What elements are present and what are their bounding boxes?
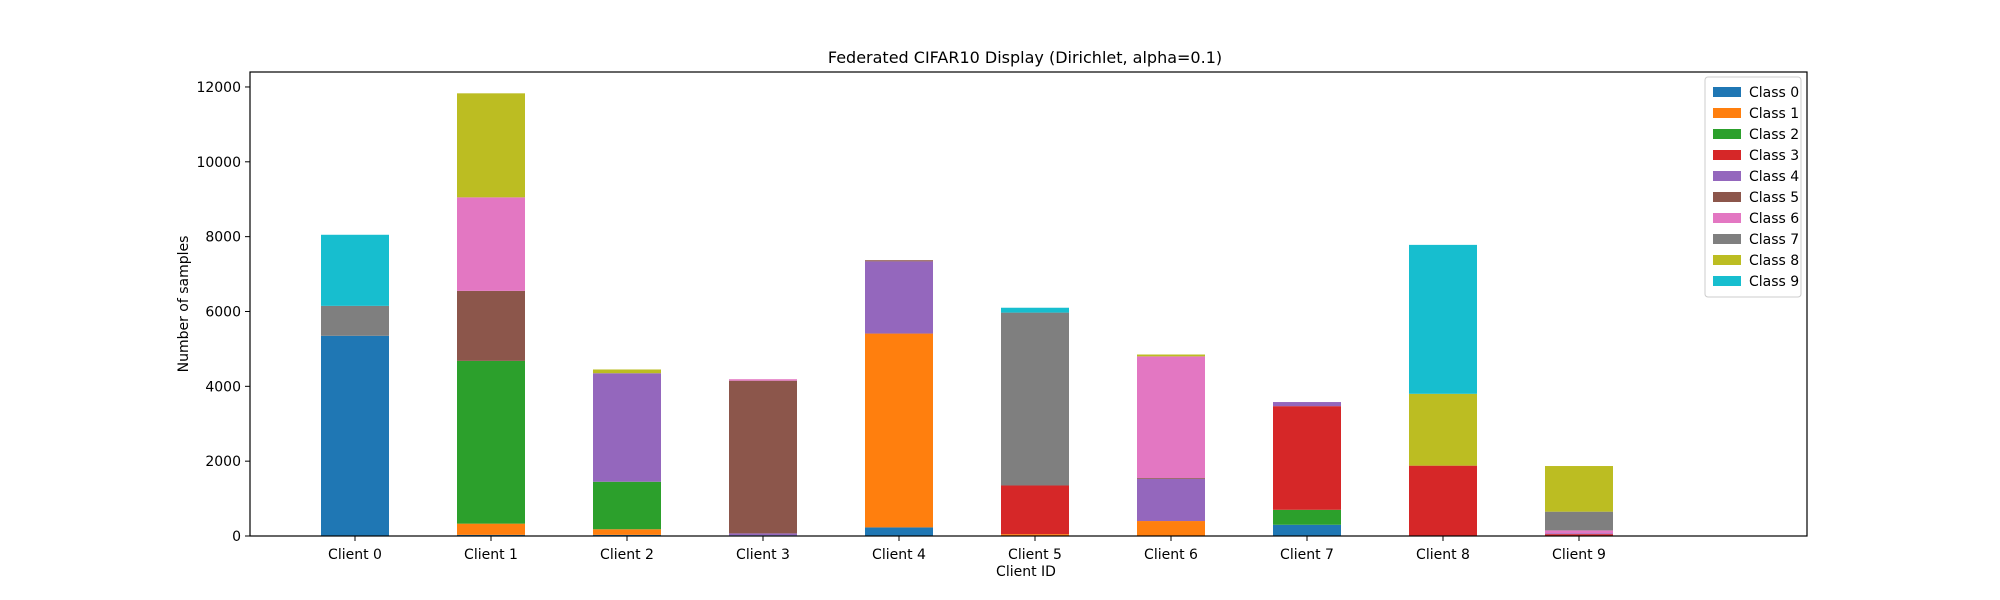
- x-tick-label: Client 8: [1416, 547, 1470, 563]
- y-tick-label: 12000: [196, 80, 241, 96]
- x-tick-label: Client 5: [1008, 547, 1062, 563]
- x-tick-label: Client 2: [600, 547, 654, 563]
- bar-client-1-class-1: [457, 523, 525, 535]
- legend-label: Class 3: [1749, 148, 1799, 164]
- y-tick-label: 8000: [205, 230, 241, 246]
- bar-client-2-class-8: [593, 369, 661, 374]
- x-tick-label: Client 6: [1144, 547, 1198, 563]
- bar-client-5-class-1: [1001, 534, 1069, 536]
- bar-client-4-class-0: [865, 527, 933, 536]
- bar-client-6-class-4: [1137, 478, 1205, 522]
- legend-label: Class 2: [1749, 127, 1799, 143]
- legend-label: Class 4: [1749, 169, 1799, 185]
- x-axis-label: Client ID: [996, 564, 1056, 580]
- x-tick-label: Client 0: [328, 547, 382, 563]
- x-tick-label: Client 7: [1280, 547, 1334, 563]
- bars-group: [321, 93, 1613, 536]
- legend-swatch: [1713, 87, 1741, 97]
- y-tick-label: 2000: [205, 454, 241, 470]
- y-tick-label: 4000: [205, 379, 241, 395]
- x-tick-label: Client 4: [872, 547, 926, 563]
- bar-client-8-class-9: [1409, 244, 1477, 394]
- bar-client-6-class-1: [1137, 521, 1205, 536]
- legend-label: Class 6: [1749, 211, 1799, 227]
- y-axis-label: Number of samples: [176, 236, 192, 373]
- bar-client-6-class-5: [1137, 478, 1205, 479]
- bar-client-9-class-3: [1545, 534, 1613, 536]
- legend-label: Class 0: [1749, 85, 1799, 101]
- bar-client-4-class-1: [865, 333, 933, 528]
- legend-swatch: [1713, 213, 1741, 223]
- legend-label: Class 1: [1749, 106, 1799, 122]
- legend-swatch: [1713, 276, 1741, 286]
- legend-swatch: [1713, 108, 1741, 118]
- legend-swatch: [1713, 171, 1741, 181]
- bar-client-4-class-5: [865, 260, 933, 262]
- bar-client-5-class-3: [1001, 485, 1069, 535]
- bar-client-8-class-8: [1409, 393, 1477, 466]
- legend-label: Class 9: [1749, 274, 1799, 290]
- y-tick-label: 6000: [205, 304, 241, 320]
- y-tick-label: 0: [232, 529, 241, 545]
- bar-client-9-class-6: [1545, 530, 1613, 534]
- legend: Class 0 Class 1 Class 2 Class 3 Class 4 Class…: [1704, 76, 1802, 298]
- x-ticks: Client 0 Client 1 Client 2 Client 3 Client 4…: [328, 536, 1606, 563]
- bar-client-3-class-4: [729, 533, 797, 536]
- bar-client-1-class-6: [457, 197, 525, 291]
- legend-swatch: [1713, 234, 1741, 244]
- y-ticks: 0 2000 4000 6000 8000 10000 12000: [196, 80, 250, 545]
- y-tick-label: 10000: [196, 155, 241, 171]
- legend-swatch: [1713, 255, 1741, 265]
- chart-title: Federated CIFAR10 Display (Dirichlet, al…: [828, 48, 1222, 67]
- bar-client-5-class-9: [1001, 307, 1069, 313]
- legend-swatch: [1713, 150, 1741, 160]
- bar-client-3-class-5: [729, 380, 797, 534]
- bar-client-2-class-2: [593, 481, 661, 530]
- bar-client-0-class-0: [321, 335, 389, 536]
- bar-client-1-class-2: [457, 360, 525, 524]
- bar-client-3-class-6: [729, 379, 797, 381]
- bar-client-7-class-3: [1273, 406, 1341, 510]
- bar-client-1-class-8: [457, 93, 525, 198]
- legend-swatch: [1713, 129, 1741, 139]
- legend-label: Class 8: [1749, 253, 1799, 269]
- bar-client-2-class-1: [593, 529, 661, 535]
- bar-client-6-class-8: [1137, 354, 1205, 357]
- bar-client-0-class-7: [321, 305, 389, 336]
- bar-client-7-class-0: [1273, 524, 1341, 536]
- x-tick-label: Client 3: [736, 547, 790, 563]
- legend-label: Class 7: [1749, 232, 1799, 248]
- x-tick-label: Client 1: [464, 547, 518, 563]
- bar-client-4-class-4: [865, 261, 933, 334]
- bar-client-9-class-4: [1545, 533, 1613, 535]
- bar-client-2-class-4: [593, 373, 661, 482]
- bar-client-9-class-7: [1545, 511, 1613, 531]
- bar-client-0-class-9: [321, 234, 389, 306]
- bar-client-5-class-7: [1001, 312, 1069, 486]
- bar-client-7-class-2: [1273, 509, 1341, 525]
- bar-client-6-class-6: [1137, 356, 1205, 478]
- legend-label: Class 5: [1749, 190, 1799, 206]
- bar-client-9-class-8: [1545, 466, 1613, 512]
- bar-client-1-class-5: [457, 290, 525, 361]
- bar-client-7-class-4: [1273, 402, 1341, 407]
- bar-client-8-class-3: [1409, 465, 1477, 536]
- plot-frame: [249, 71, 1808, 537]
- legend-swatch: [1713, 192, 1741, 202]
- x-tick-label: Client 9: [1552, 547, 1606, 563]
